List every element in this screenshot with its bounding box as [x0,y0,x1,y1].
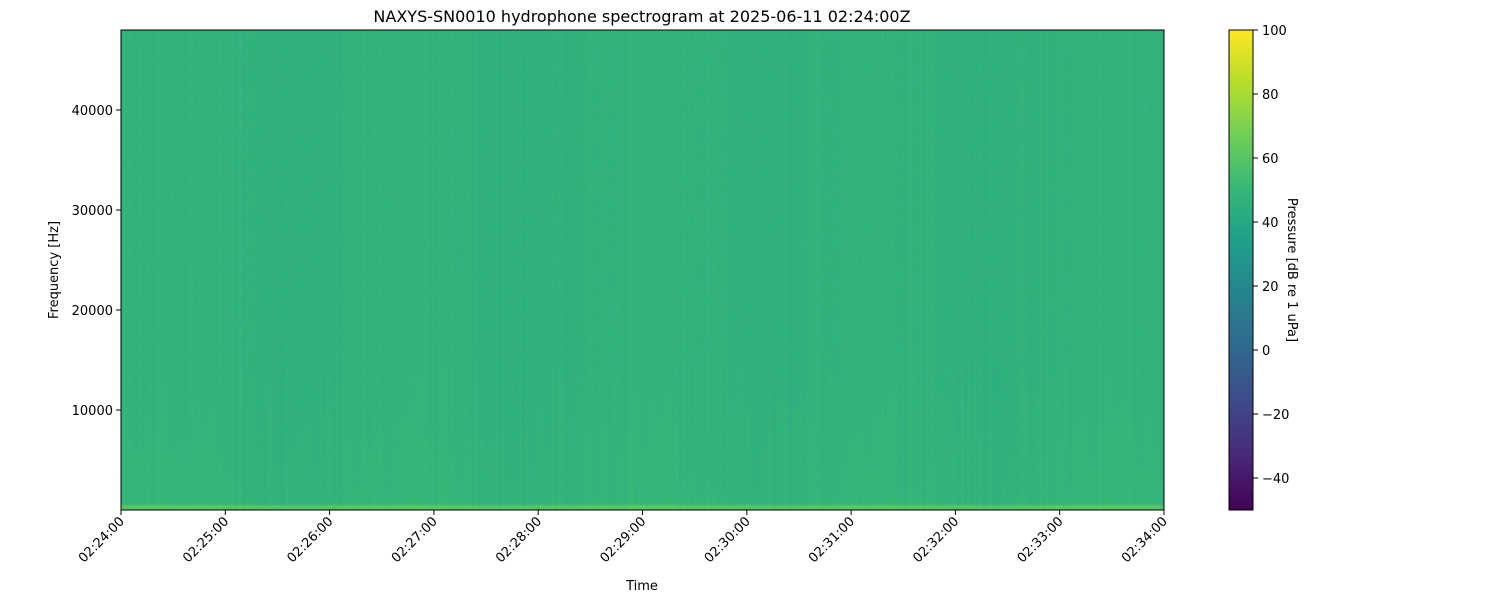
colorbar-label: Pressure [dB re 1 uPa] [1284,198,1299,342]
colorbar-tick-label: 80 [1262,88,1279,103]
colorbar-tick-label: 40 [1262,216,1279,231]
x-tick-label: 02:26:00 [285,514,337,566]
y-tick-label: 20000 [72,304,113,319]
y-tick-label: 40000 [72,104,113,119]
x-tick-label: 02:31:00 [806,514,858,566]
x-tick-label: 02:25:00 [180,514,232,566]
y-axis-label: Frequency [Hz] [47,221,62,319]
x-tick-label: 02:34:00 [1119,514,1171,566]
plot-frame [120,29,1165,511]
y-tick-label: 10000 [72,404,113,419]
x-tick-label: 02:28:00 [493,514,545,566]
y-tick-label: 30000 [72,204,113,219]
x-tick-label: 02:33:00 [1015,514,1067,566]
colorbar-tick-label: −40 [1262,472,1289,487]
x-tick-label: 02:32:00 [910,514,962,566]
x-tick-label: 02:29:00 [597,514,649,566]
colorbar-tick-label: 0 [1262,344,1270,359]
colorbar-tick-label: 100 [1262,24,1287,39]
x-tick-label: 02:24:00 [76,514,128,566]
x-tick-label: 02:27:00 [389,514,441,566]
colorbar-tick-label: 20 [1262,280,1279,295]
x-tick-label: 02:30:00 [702,514,754,566]
colorbar-tick-label: −20 [1262,408,1289,423]
spectrogram-image [121,30,1164,510]
chart-title: NAXYS-SN0010 hydrophone spectrogram at 2… [373,7,910,26]
colorbar [1228,29,1254,511]
x-axis-label: Time [625,579,658,594]
colorbar-tick-label: 60 [1262,152,1279,167]
